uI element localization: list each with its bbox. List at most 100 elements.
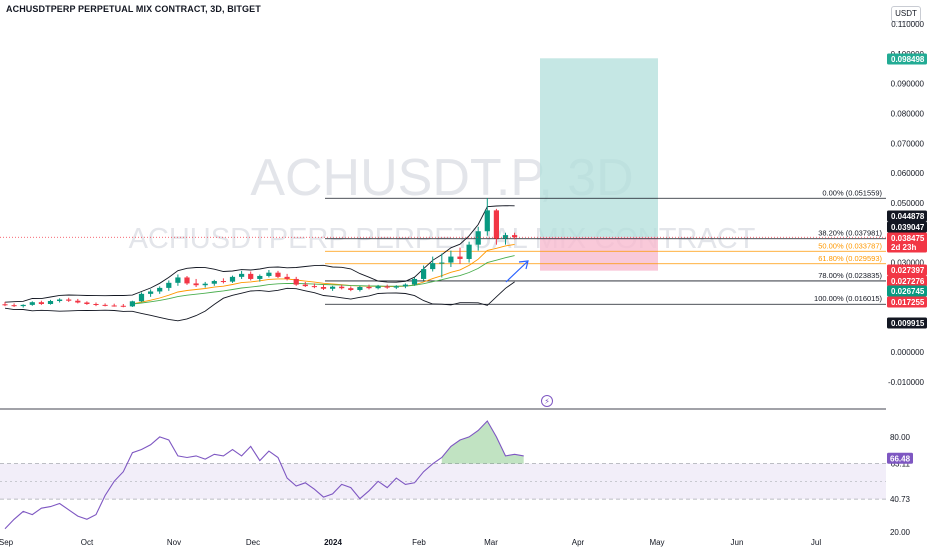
time-tick-label: Nov bbox=[167, 538, 181, 547]
rsi-axis[interactable]: 80.00 63.11 40.73 20.00 66.48 bbox=[887, 433, 913, 537]
time-tick-label: Sep bbox=[0, 538, 14, 547]
fib-label: 61.80% (0.029593) bbox=[818, 254, 882, 263]
candle-body bbox=[430, 263, 436, 270]
trend-arrow-head bbox=[518, 260, 529, 270]
candle-body bbox=[311, 286, 317, 288]
candle-body bbox=[148, 291, 154, 294]
price-badge bbox=[887, 296, 927, 308]
long-position-tool[interactable] bbox=[540, 58, 658, 271]
fib-label: 0.00% (0.051559) bbox=[822, 188, 882, 197]
candle-body bbox=[11, 305, 17, 307]
price-axis[interactable]: 0.1100000.1000000.0900000.0800000.070000… bbox=[887, 20, 927, 387]
candle-body bbox=[493, 210, 499, 239]
price-tick-label: 0.030000 bbox=[891, 259, 925, 268]
target-zone[interactable] bbox=[540, 58, 658, 238]
candle-body bbox=[47, 301, 54, 304]
candle-body bbox=[29, 302, 35, 305]
candle-body bbox=[57, 299, 63, 302]
candle-body bbox=[220, 281, 226, 283]
price-badge-label: 0.027276 bbox=[891, 277, 925, 286]
price-badge bbox=[887, 210, 927, 222]
candle-body bbox=[357, 286, 363, 290]
time-tick-label: Apr bbox=[572, 538, 585, 547]
price-badge-label: 0.039047 bbox=[891, 223, 925, 232]
candle-body bbox=[512, 235, 518, 238]
candle-body bbox=[75, 300, 81, 303]
rsi-pane bbox=[0, 420, 886, 530]
fib-label: 50.00% (0.033787) bbox=[818, 241, 882, 250]
candle-body bbox=[184, 277, 190, 284]
candle-body bbox=[248, 273, 254, 279]
candle-body bbox=[120, 305, 126, 307]
candle-body bbox=[275, 272, 281, 277]
candles-layer bbox=[2, 198, 518, 308]
candle-body bbox=[257, 275, 263, 279]
rsi-band bbox=[0, 463, 886, 500]
price-badge bbox=[887, 285, 927, 297]
price-badge bbox=[887, 275, 927, 287]
price-badge-label: 0.044878 bbox=[891, 212, 925, 221]
candle-body bbox=[384, 286, 390, 288]
candle-body bbox=[348, 288, 354, 290]
price-tick-label: 0.060000 bbox=[891, 169, 925, 178]
candle-body bbox=[239, 273, 245, 277]
candle-body bbox=[66, 299, 72, 301]
candle-body bbox=[475, 231, 481, 245]
candle-body bbox=[366, 286, 372, 289]
price-badge-sublabel: 2d 23h bbox=[891, 243, 916, 252]
candle-body bbox=[293, 278, 299, 285]
indicators-layer bbox=[4, 205, 515, 322]
rsi-tick-label: 63.11 bbox=[891, 460, 911, 469]
candle-body bbox=[411, 278, 418, 285]
fib-label: 78.00% (0.023835) bbox=[818, 271, 882, 280]
candle-body bbox=[20, 304, 26, 307]
candle-body bbox=[129, 301, 135, 307]
price-badge-label: 0.027397 bbox=[891, 266, 925, 275]
time-axis[interactable]: Sep Oct Nov Dec 2024 Feb Mar Apr May Jun Jul bbox=[0, 538, 821, 547]
fib-label: 38.20% (0.037981) bbox=[818, 229, 882, 238]
candle-body bbox=[157, 287, 163, 292]
candle-body bbox=[284, 276, 290, 279]
candle-body bbox=[466, 244, 472, 259]
candle-body bbox=[375, 286, 381, 289]
candle-body bbox=[211, 281, 217, 284]
price-badge-label: 0.017255 bbox=[891, 298, 925, 307]
ema-orange bbox=[132, 243, 515, 305]
price-tick-label: -0.010000 bbox=[888, 378, 925, 387]
stop-zone[interactable] bbox=[540, 237, 658, 271]
candle-body bbox=[448, 256, 454, 263]
price-badge bbox=[887, 221, 927, 233]
lightning-icon[interactable] bbox=[541, 395, 553, 407]
time-tick-label: Feb bbox=[412, 538, 426, 547]
candle-body bbox=[175, 277, 181, 283]
fib-label: 100.00% (0.016015) bbox=[814, 294, 882, 303]
price-tick-label: 0.090000 bbox=[891, 80, 925, 89]
currency-button[interactable]: USDT bbox=[891, 6, 921, 22]
candle-body bbox=[93, 303, 99, 305]
ema-green bbox=[132, 255, 515, 305]
price-badge-label: 0.026745 bbox=[891, 287, 925, 296]
trend-arrow[interactable] bbox=[505, 261, 528, 283]
candle-body bbox=[84, 302, 90, 304]
time-tick-label: Dec bbox=[246, 538, 260, 547]
candle-body bbox=[402, 284, 408, 287]
candle-body bbox=[339, 286, 345, 289]
candle-body bbox=[320, 286, 327, 289]
candle-body bbox=[457, 256, 463, 259]
rsi-badge bbox=[887, 452, 913, 464]
rsi-series-line bbox=[4, 420, 524, 530]
candle-body bbox=[138, 293, 145, 302]
rsi-tick-label: 40.73 bbox=[890, 495, 911, 504]
price-badge bbox=[887, 264, 927, 276]
bollinger-upper bbox=[4, 205, 515, 303]
candle-body bbox=[484, 210, 490, 232]
rsi-line bbox=[4, 420, 524, 530]
price-badge-label: 0.038475 bbox=[891, 234, 925, 243]
candle-body bbox=[421, 269, 427, 279]
fib-retracement[interactable]: 0.00% (0.051559) 38.20% (0.037981) 50.00% … bbox=[325, 188, 886, 305]
time-tick-label: Mar bbox=[484, 538, 498, 547]
candle-body bbox=[2, 304, 8, 306]
price-badge-label: 0.098498 bbox=[891, 55, 925, 64]
time-tick-label: Jun bbox=[731, 538, 744, 547]
